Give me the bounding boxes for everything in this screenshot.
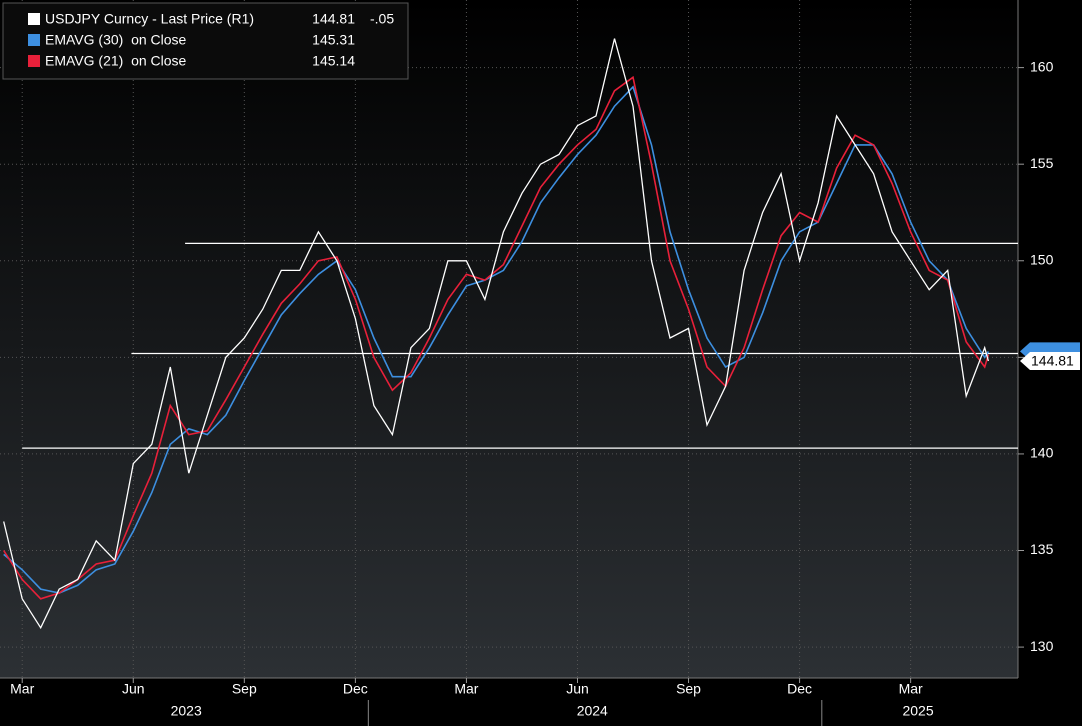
legend-value: 145.31 bbox=[312, 32, 355, 48]
x-tick-label: Sep bbox=[676, 681, 701, 697]
legend-swatch bbox=[28, 13, 40, 25]
x-tick-label: Jun bbox=[566, 681, 589, 697]
y-tick-label: 150 bbox=[1030, 251, 1054, 267]
legend-label: EMAVG (30) on Close bbox=[45, 32, 187, 48]
y-tick-label: 135 bbox=[1030, 541, 1054, 557]
y-tick-label: 160 bbox=[1030, 58, 1054, 74]
series-line bbox=[3, 38, 990, 630]
price-tag bbox=[1020, 352, 1080, 371]
x-tick-label: Mar bbox=[899, 681, 923, 697]
legend-box bbox=[2, 2, 409, 80]
year-label: 2025 bbox=[902, 703, 933, 719]
legend: USDJPY Curncy - Last Price (R1) 144.81 -… bbox=[2, 2, 409, 80]
y-tick-label: 140 bbox=[1030, 445, 1054, 461]
x-tick-label: Sep bbox=[232, 681, 257, 697]
year-label: 2023 bbox=[171, 703, 202, 719]
x-tick-label: Dec bbox=[787, 681, 812, 697]
legend-label: EMAVG (21) on Close bbox=[45, 53, 187, 69]
x-tick-label: Jun bbox=[122, 681, 145, 697]
series-line bbox=[3, 85, 990, 594]
legend-value: 144.81 bbox=[312, 11, 355, 27]
plot-area bbox=[0, 0, 1018, 678]
series-line bbox=[3, 75, 990, 600]
legend-label: USDJPY Curncy - Last Price (R1) bbox=[45, 11, 254, 27]
legend-change: -.05 bbox=[370, 11, 394, 27]
legend-swatch bbox=[28, 55, 40, 67]
price-tag-label: 144.81 bbox=[1031, 353, 1074, 369]
y-tick-label: 155 bbox=[1030, 155, 1054, 171]
legend-value: 145.14 bbox=[312, 53, 355, 69]
y-tick-label: 130 bbox=[1030, 638, 1054, 654]
x-tick-label: Dec bbox=[343, 681, 368, 697]
year-label: 2024 bbox=[577, 703, 608, 719]
x-tick-label: Mar bbox=[10, 681, 34, 697]
x-tick-label: Mar bbox=[454, 681, 478, 697]
legend-swatch bbox=[28, 34, 40, 46]
